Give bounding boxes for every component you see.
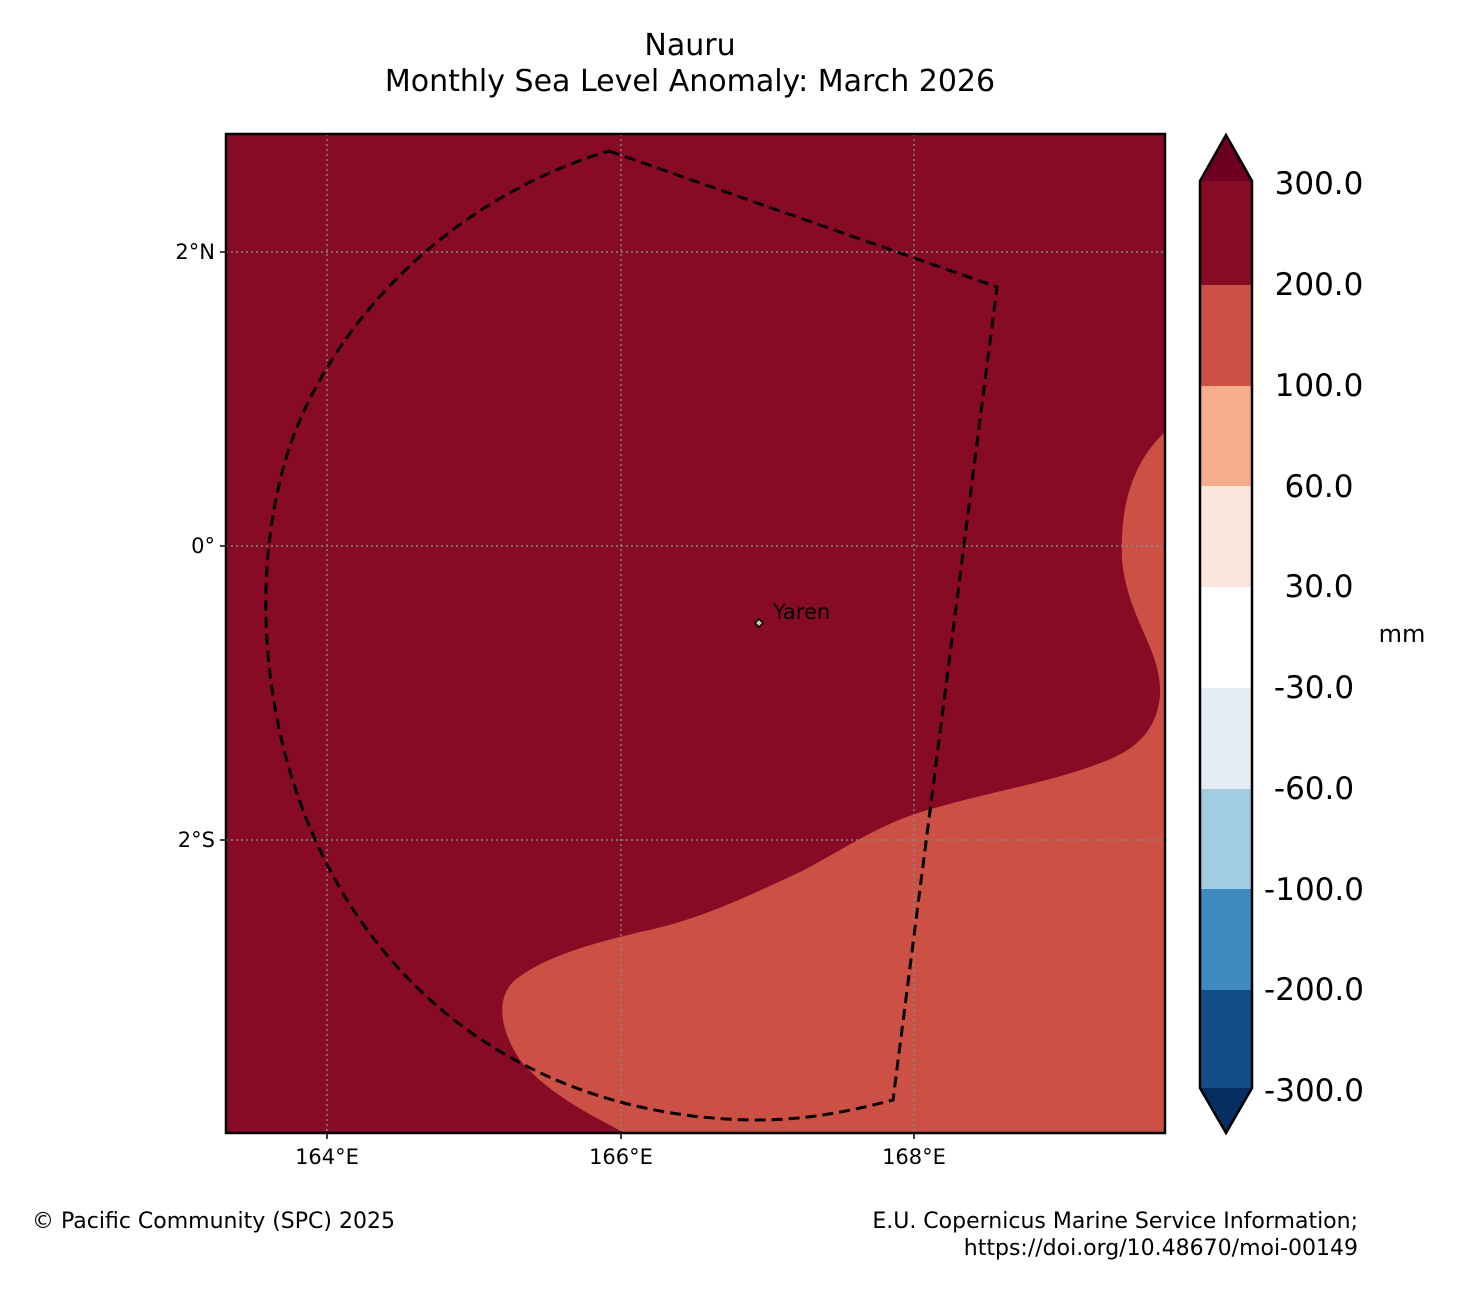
data-source-doi-link[interactable]: https://doi.org/10.48670/moi-00149 — [963, 1236, 1358, 1261]
colorbar-tick-30: 30.0 — [1284, 569, 1353, 605]
colorbar-tick-60: 60.0 — [1284, 469, 1353, 505]
lon-label-168e: 168°E — [882, 1145, 946, 1169]
lon-label-166e: 166°E — [589, 1145, 653, 1169]
lat-label-2s: 2°S — [178, 828, 215, 852]
colorbar — [1198, 132, 1254, 1136]
colorbar-band-30-60 — [1200, 486, 1252, 587]
map-frame — [224, 132, 1167, 1135]
colorbar-tick-neg300: -300.0 — [1264, 1073, 1364, 1109]
map-title: Nauru — [644, 28, 736, 63]
colorbar-outline — [1198, 132, 1254, 1136]
lat-label-2n: 2°N — [175, 240, 215, 264]
lat-label-0: 0° — [191, 534, 215, 558]
data-source-line-1: E.U. Copernicus Marine Service Informati… — [872, 1209, 1358, 1234]
map-subtitle: Monthly Sea Level Anomaly: March 2026 — [384, 64, 996, 99]
colorbar-band-neg100-neg200 — [1200, 889, 1252, 990]
gridlines — [226, 134, 1165, 1133]
colorbar-over-arrow — [1200, 135, 1252, 181]
place-label-yaren: Yaren — [772, 600, 830, 624]
colorbar-band-200-300 — [1200, 181, 1252, 285]
colorbar-band-neutral — [1200, 587, 1252, 688]
copyright-text: © Pacific Community (SPC) 2025 — [32, 1209, 395, 1234]
map-panel: Yaren — [226, 134, 1165, 1133]
colorbar-band-neg30-neg60 — [1200, 688, 1252, 789]
axis-ticks — [220, 251, 915, 1139]
data-source-credit: E.U. Copernicus Marine Service Informati… — [872, 1208, 1358, 1262]
colorbar-tick-100: 100.0 — [1275, 368, 1364, 404]
colorbar-unit-label: mm — [1379, 620, 1426, 648]
colorbar-band-100-200 — [1200, 285, 1252, 386]
yaren-island-marker — [753, 617, 765, 629]
colorbar-tick-neg200: -200.0 — [1264, 972, 1364, 1008]
colorbar-band-neg60-neg100 — [1200, 789, 1252, 889]
anomaly-field-100-200 — [502, 432, 1165, 1133]
colorbar-tick-neg30: -30.0 — [1274, 670, 1354, 706]
colorbar-tick-300: 300.0 — [1275, 166, 1364, 202]
colorbar-tick-neg100: -100.0 — [1264, 872, 1364, 908]
colorbar-under-arrow — [1200, 1088, 1252, 1133]
eez-boundary — [264, 149, 999, 1122]
colorbar-band-60-100 — [1200, 386, 1252, 486]
colorbar-tick-200: 200.0 — [1275, 267, 1364, 303]
lon-label-164e: 164°E — [295, 1145, 359, 1169]
colorbar-tick-neg60: -60.0 — [1274, 771, 1354, 807]
colorbar-band-neg200-neg300 — [1200, 990, 1252, 1088]
